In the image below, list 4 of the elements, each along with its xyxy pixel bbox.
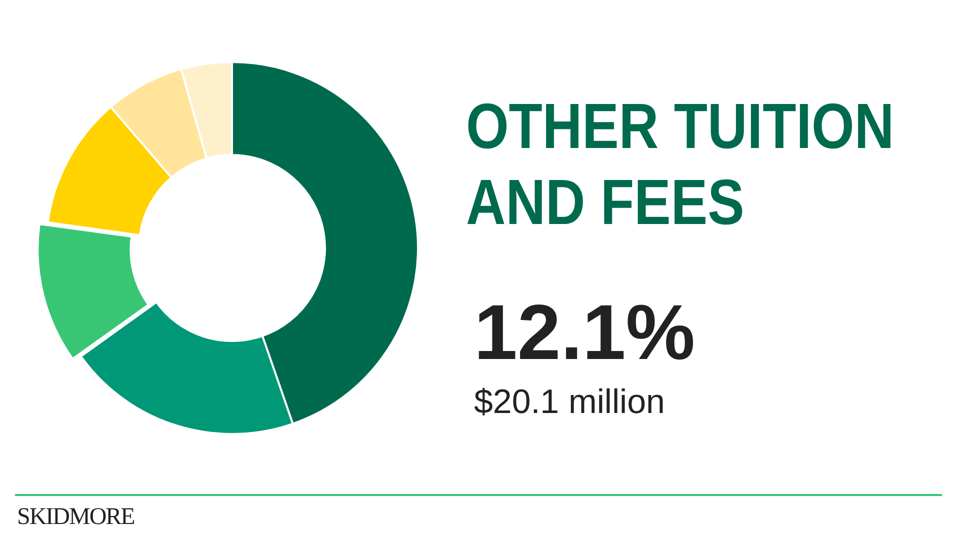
text: OTHER TUITION AND FEES [466, 89, 896, 240]
text: SKIDMORE [17, 503, 134, 531]
text: 12.1% [474, 288, 696, 376]
text: $20.1 million [474, 382, 665, 422]
